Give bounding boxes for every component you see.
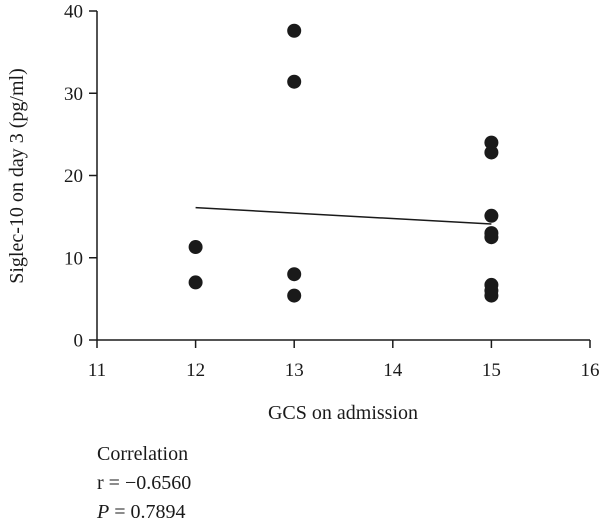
x-tick-label: 11 — [88, 360, 106, 381]
data-point — [484, 208, 499, 223]
y-tick-label: 40 — [64, 2, 83, 23]
p-value-text: = 0.7894 — [109, 501, 186, 523]
data-point — [484, 135, 499, 150]
x-tick-label: 13 — [285, 360, 304, 381]
correlation-stats: Correlation r = −0.6560 P = 0.7894 — [97, 440, 191, 527]
data-point — [484, 145, 499, 160]
trendline-group — [195, 206, 492, 225]
y-tick-label: 20 — [64, 166, 83, 187]
data-point — [287, 23, 302, 38]
correlation-p-value: P = 0.7894 — [97, 498, 191, 527]
data-point — [188, 240, 203, 255]
x-tick-label: 16 — [581, 360, 600, 381]
y-axis: 0 10 20 30 40 — [64, 2, 98, 352]
correlation-heading: Correlation — [97, 443, 189, 465]
x-tick-label: 15 — [482, 360, 501, 381]
y-tick-label: 0 — [74, 331, 84, 352]
data-point — [287, 288, 302, 303]
x-tick-label: 14 — [383, 360, 403, 381]
x-axis: 11 12 13 14 15 16 — [88, 339, 600, 381]
data-point — [484, 288, 499, 303]
y-tick-label: 30 — [64, 84, 83, 105]
x-axis-title: GCS on admission — [268, 402, 418, 424]
data-points — [188, 23, 499, 303]
data-point — [287, 267, 302, 282]
p-symbol: P — [97, 501, 110, 523]
scatter-chart: 0 10 20 30 40 11 12 13 14 15 16 Siglec-10 on day … — [6, 2, 600, 425]
y-axis-title: Siglec-10 on day 3 (pg/ml) — [6, 68, 28, 284]
regression-line — [195, 206, 492, 225]
x-tick-label: 12 — [186, 360, 205, 381]
data-point — [188, 275, 203, 290]
data-point — [287, 74, 302, 89]
data-point — [484, 230, 499, 245]
y-tick-label: 10 — [64, 248, 83, 269]
correlation-r-value: r = −0.6560 — [97, 472, 192, 494]
